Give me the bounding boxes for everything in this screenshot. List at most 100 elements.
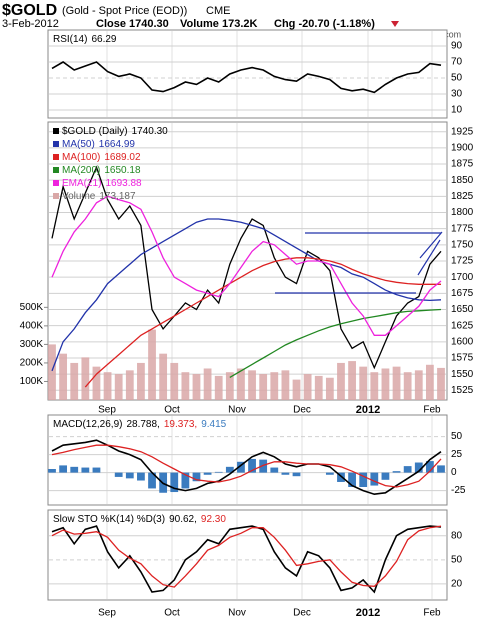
y-tick-label: 1825: [451, 191, 474, 202]
y2-tick-label: 400K: [20, 321, 44, 332]
bar: [392, 471, 401, 473]
y-tick-label: 1725: [451, 256, 474, 267]
bar: [125, 472, 134, 479]
y-tick-label: 1900: [451, 143, 474, 154]
bar: [337, 362, 345, 400]
bar: [137, 362, 145, 400]
bar: [303, 374, 312, 400]
bar: [248, 370, 256, 400]
bar: [137, 472, 145, 481]
y-tick-label: 70: [451, 57, 463, 68]
trend-line: [419, 231, 443, 259]
x-tick-label: Feb: [423, 405, 441, 416]
y-tick-label: 1600: [451, 336, 474, 347]
legend-name: Volume: [62, 191, 96, 202]
legend: RSI(14) 66.29: [53, 34, 117, 45]
bar: [359, 366, 368, 400]
plot-layer: Sep Oct Nov Dec 2012 Feb Sep Oct Nov Dec 2012 Feb 90…: [20, 31, 474, 619]
bar: [359, 472, 368, 487]
bar: [425, 364, 434, 400]
legend: $GOLD (Daily) 1740.30: [62, 126, 168, 137]
bar: [59, 353, 68, 400]
bar: [125, 370, 134, 400]
series-line: [51, 165, 442, 370]
legend-value: 1664.99: [99, 139, 136, 150]
bar: [237, 368, 245, 400]
bar: [370, 372, 379, 400]
bar: [381, 368, 390, 400]
bar: [170, 472, 179, 493]
y-tick-label: 1550: [451, 369, 474, 380]
y-tick-label: 1925: [451, 126, 474, 137]
bar: [170, 362, 179, 400]
bar: [225, 372, 234, 400]
bar: [259, 374, 268, 400]
y-tick-label: 1625: [451, 320, 474, 331]
y-tick-label: -25: [451, 485, 466, 496]
bar: [403, 466, 412, 473]
y-tick-label: 1750: [451, 239, 474, 250]
x-tick-label: Sep: [98, 608, 116, 619]
y-tick-label: 50: [451, 431, 463, 442]
legend: Slow STO %K(14) %D(3) 90.62, 92.30: [53, 514, 226, 525]
bar: [192, 374, 201, 400]
bar: [159, 353, 168, 400]
y-tick-label: 1650: [451, 304, 474, 315]
bar: [337, 472, 345, 482]
y-tick-label: 30: [451, 89, 463, 100]
bar: [92, 366, 101, 400]
x-tick-label: Oct: [164, 608, 180, 619]
bar: [325, 472, 334, 475]
legend-value: 9.415: [201, 419, 226, 430]
bar: [70, 466, 79, 473]
bar: [225, 466, 234, 473]
bar: [281, 370, 290, 400]
legend-value: 19.373,: [164, 419, 197, 430]
bar: [425, 461, 434, 473]
y-tick-label: 20: [451, 579, 463, 590]
legend: MA(100) 1689.02: [62, 152, 141, 163]
symbol: $GOLD: [2, 2, 57, 19]
bar: [148, 329, 156, 400]
y-tick-label: 1875: [451, 159, 474, 170]
bar: [325, 377, 334, 400]
change: Chg -20.70 (-1.18%): [274, 18, 375, 30]
legend-title: MACD(12,26,9): [53, 419, 122, 430]
y2-tick-label: 300K: [20, 339, 44, 350]
bar: [381, 472, 390, 480]
bar: [214, 471, 223, 473]
legend-swatch: [53, 154, 59, 160]
bar: [114, 472, 123, 477]
legend-name: $GOLD (Daily): [62, 126, 128, 137]
y-tick-label: 50: [451, 73, 463, 84]
x-tick-label: 2012: [356, 404, 380, 416]
legend: MA(200) 1650.18: [62, 165, 141, 176]
close: Close 1740.30: [96, 18, 169, 30]
volume: Volume 173.2K: [180, 18, 257, 30]
legend-swatch: [53, 180, 59, 186]
y-tick-label: 1675: [451, 288, 474, 299]
y2-tick-label: 500K: [20, 302, 44, 313]
series-line: [51, 439, 442, 496]
bar: [281, 472, 290, 475]
bar: [181, 472, 190, 489]
bar: [437, 367, 445, 400]
bar: [270, 467, 279, 473]
bar: [70, 362, 79, 400]
series-line: [51, 61, 442, 94]
legend-value: 173,187: [99, 191, 136, 202]
x-tick-label: Nov: [228, 608, 246, 619]
bar: [48, 344, 56, 400]
x-tick-label: Sep: [98, 405, 116, 416]
trend-line: [417, 239, 441, 276]
down-arrow: [391, 21, 399, 27]
bar: [59, 465, 68, 473]
macd-panel: [47, 414, 448, 506]
series-line: [51, 444, 442, 488]
y-tick-label: 1575: [451, 353, 474, 364]
legend: EMA(21) 1693.88: [62, 178, 142, 189]
y-tick-label: 1775: [451, 223, 474, 234]
bar: [314, 375, 323, 400]
series-line: [84, 257, 441, 388]
bar: [192, 472, 201, 482]
